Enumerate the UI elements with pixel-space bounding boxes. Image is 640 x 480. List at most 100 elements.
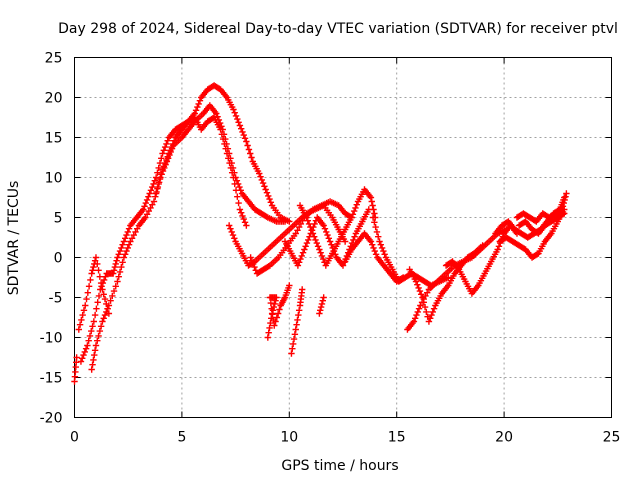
data-point bbox=[231, 169, 238, 176]
data-point bbox=[155, 164, 162, 172]
y-tick-labels: -20 -15 -10 -5 0 5 10 15 20 25 bbox=[40, 51, 63, 427]
data-point bbox=[351, 233, 358, 240]
data-point bbox=[251, 263, 258, 271]
data-point bbox=[147, 187, 155, 194]
data-point bbox=[232, 112, 240, 120]
data-point bbox=[223, 140, 230, 148]
data-point bbox=[272, 318, 279, 325]
data-point bbox=[316, 310, 323, 317]
data-point bbox=[85, 337, 92, 344]
y-tick-label: -20 bbox=[40, 411, 63, 427]
data-point bbox=[123, 247, 130, 255]
data-point bbox=[299, 249, 307, 256]
data-point bbox=[371, 210, 378, 217]
data-point bbox=[369, 241, 376, 248]
data-point bbox=[95, 267, 102, 274]
y-tick-label: 25 bbox=[45, 51, 63, 67]
data-point bbox=[103, 308, 110, 316]
data-point bbox=[95, 292, 103, 300]
data-point bbox=[558, 206, 566, 213]
data-point bbox=[373, 228, 381, 236]
data-point bbox=[325, 235, 333, 242]
data-point bbox=[303, 214, 310, 221]
data-point bbox=[295, 259, 303, 266]
data-point bbox=[119, 259, 126, 266]
data-point bbox=[116, 268, 124, 276]
data-point bbox=[264, 334, 272, 341]
data-point bbox=[234, 115, 241, 123]
data-point bbox=[304, 217, 311, 224]
data-point bbox=[241, 219, 249, 226]
data-point bbox=[94, 337, 101, 344]
data-point bbox=[120, 238, 128, 245]
data-point bbox=[165, 150, 173, 157]
data-point bbox=[234, 180, 242, 188]
data-point bbox=[309, 230, 317, 237]
data-point bbox=[231, 109, 238, 116]
data-point bbox=[286, 282, 293, 289]
data-point bbox=[170, 137, 178, 144]
data-point bbox=[297, 255, 304, 263]
data-point bbox=[232, 174, 239, 181]
data-point bbox=[86, 332, 94, 340]
data-point bbox=[89, 323, 96, 330]
data-point bbox=[298, 286, 306, 293]
data-point bbox=[243, 222, 250, 229]
data-point bbox=[89, 267, 96, 274]
data-point bbox=[90, 356, 97, 364]
data-point bbox=[381, 251, 388, 258]
data-point bbox=[417, 291, 425, 298]
data-point bbox=[274, 310, 282, 317]
y-tick-label: 5 bbox=[54, 211, 63, 227]
data-point bbox=[414, 281, 421, 288]
data-point bbox=[98, 283, 105, 290]
data-point bbox=[224, 145, 232, 152]
data-point bbox=[420, 299, 427, 306]
data-point bbox=[305, 236, 312, 244]
data-point bbox=[289, 345, 296, 352]
data-point bbox=[371, 247, 378, 255]
data-point bbox=[118, 263, 125, 271]
data-point bbox=[314, 243, 322, 250]
data-point bbox=[311, 220, 318, 228]
data-point bbox=[93, 305, 100, 312]
data-point bbox=[372, 223, 379, 231]
data-point bbox=[150, 198, 158, 205]
data-point bbox=[243, 138, 250, 145]
data-point bbox=[78, 316, 85, 324]
data-point bbox=[339, 262, 347, 269]
data-point bbox=[235, 199, 242, 207]
data-point bbox=[154, 169, 161, 176]
data-point bbox=[294, 316, 301, 324]
data-point bbox=[265, 329, 272, 336]
data-point bbox=[81, 348, 89, 356]
data-point bbox=[163, 156, 170, 164]
data-point bbox=[273, 314, 281, 321]
data-point bbox=[266, 294, 274, 301]
data-point bbox=[169, 140, 177, 148]
data-point bbox=[412, 278, 420, 285]
data-point bbox=[494, 246, 501, 253]
data-point bbox=[237, 125, 245, 132]
tick-layer bbox=[74, 57, 612, 418]
data-point bbox=[123, 231, 130, 239]
data-point bbox=[96, 273, 104, 280]
data-point bbox=[495, 243, 503, 250]
data-point bbox=[236, 122, 244, 129]
data-point bbox=[237, 209, 245, 216]
data-point bbox=[317, 303, 325, 311]
data-point bbox=[218, 123, 225, 130]
data-point bbox=[80, 307, 88, 314]
data-point bbox=[80, 351, 87, 359]
data-point bbox=[290, 335, 298, 343]
data-point bbox=[377, 241, 385, 248]
data-point bbox=[295, 311, 302, 319]
data-point bbox=[250, 260, 257, 268]
data-point bbox=[99, 318, 106, 325]
data-point bbox=[83, 295, 90, 303]
data-point bbox=[241, 135, 249, 142]
data-point bbox=[414, 308, 421, 316]
data-point bbox=[110, 267, 118, 274]
data-point bbox=[109, 270, 117, 277]
data-point bbox=[428, 311, 435, 319]
